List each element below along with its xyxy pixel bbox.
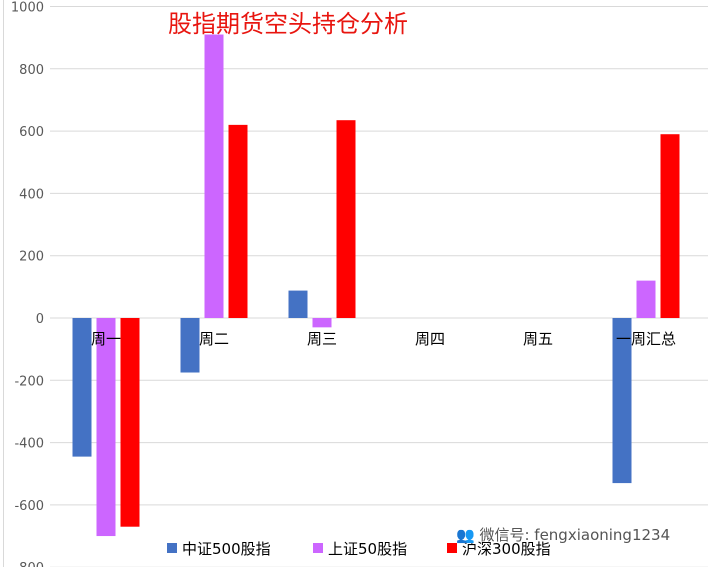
- legend-swatch: [447, 543, 457, 553]
- legend-label: 中证500股指: [182, 540, 271, 558]
- y-tick-label: -800: [14, 561, 44, 567]
- wechat-icon: 👥: [456, 526, 475, 544]
- x-tick-label: 周三: [307, 330, 337, 348]
- bar: [72, 318, 92, 457]
- y-tick-label: 1000: [11, 1, 44, 16]
- bar: [204, 34, 224, 318]
- watermark: 👥 微信号: fengxiaoning1234: [456, 524, 670, 545]
- x-tick-label: 一周汇总: [616, 330, 676, 348]
- bar: [120, 318, 140, 527]
- bar: [612, 318, 632, 484]
- bar: [636, 280, 656, 318]
- y-tick-label: 0: [36, 312, 44, 327]
- legend-label: 上证50股指: [328, 540, 407, 558]
- y-tick-label: 800: [19, 63, 44, 78]
- legend-label: 沪深300股指: [462, 540, 551, 558]
- y-tick-label: -600: [14, 499, 44, 514]
- chart-title: 股指期货空头持仓分析: [168, 10, 408, 38]
- chart-left-border: [3, 0, 4, 567]
- x-tick-label: 周五: [523, 330, 553, 348]
- x-tick-label: 周二: [199, 330, 229, 348]
- x-tick-label: 周一: [91, 330, 121, 348]
- bar: [228, 124, 248, 319]
- bar: [288, 290, 308, 318]
- y-tick-label: -400: [14, 437, 44, 452]
- bar: [180, 318, 200, 373]
- x-tick-label: 周四: [415, 330, 445, 348]
- y-tick-label: -200: [14, 374, 44, 389]
- legend-swatch: [313, 543, 323, 553]
- y-tick-label: 600: [19, 125, 44, 140]
- bar: [96, 318, 116, 537]
- y-tick-label: 400: [19, 187, 44, 202]
- bar: [312, 318, 332, 328]
- y-tick-label: 200: [19, 250, 44, 265]
- bar: [336, 120, 356, 318]
- legend-swatch: [167, 543, 177, 553]
- bar: [660, 134, 680, 318]
- watermark-text: 微信号: fengxiaoning1234: [479, 526, 671, 544]
